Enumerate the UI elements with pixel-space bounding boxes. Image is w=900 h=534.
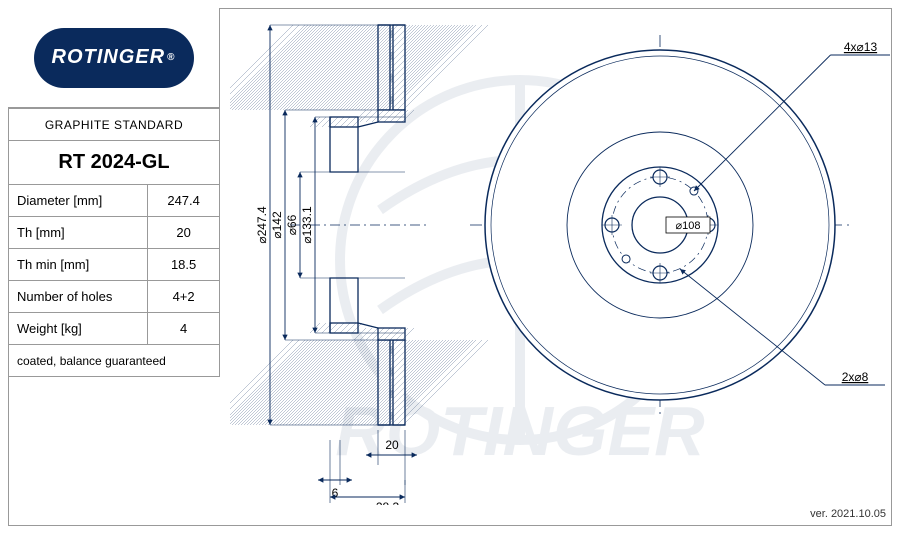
spec-value: 18.5	[148, 249, 220, 281]
table-row: Diameter [mm]247.4	[9, 185, 220, 217]
table-row: RT 2024-GL	[9, 141, 220, 185]
spec-value: 247.4	[148, 185, 220, 217]
table-footer: coated, balance guaranteed	[9, 345, 220, 377]
spec-label: Diameter [mm]	[9, 185, 148, 217]
technical-drawing: ⌀247.4⌀142⌀66⌀133.1 6 20 28.3 ⌀108 4x⌀13 2x⌀8	[230, 15, 890, 505]
logo-text: ROTINGER	[52, 46, 166, 69]
table-row: Weight [kg]4	[9, 313, 220, 345]
spec-value: 4+2	[148, 281, 220, 313]
spec-label: Th min [mm]	[9, 249, 148, 281]
version-label: ver. 2021.10.05	[810, 508, 886, 520]
spec-value: 20	[148, 217, 220, 249]
logo-reg: ®	[167, 52, 175, 63]
svg-text:28.3: 28.3	[376, 500, 400, 505]
spec-label: Th [mm]	[9, 217, 148, 249]
svg-text:2x⌀8: 2x⌀8	[842, 370, 869, 384]
svg-text:⌀108: ⌀108	[676, 220, 701, 232]
spec-label: Number of holes	[9, 281, 148, 313]
svg-text:⌀133.1: ⌀133.1	[300, 206, 314, 244]
logo-box: ROTINGER®	[8, 8, 220, 108]
svg-text:20: 20	[385, 438, 399, 452]
spec-label: Weight [kg]	[9, 313, 148, 345]
svg-text:4x⌀13: 4x⌀13	[844, 40, 878, 54]
svg-text:⌀66: ⌀66	[285, 214, 299, 235]
table-row: Th min [mm]18.5	[9, 249, 220, 281]
svg-text:6: 6	[332, 486, 339, 500]
spec-table: GRAPHITE STANDARD RT 2024-GL Diameter [m…	[8, 108, 220, 377]
table-row: Number of holes4+2	[9, 281, 220, 313]
svg-text:⌀142: ⌀142	[270, 211, 284, 239]
table-row: GRAPHITE STANDARD	[9, 109, 220, 141]
front-view: ⌀108 4x⌀13 2x⌀8	[470, 35, 890, 415]
svg-text:⌀247.4: ⌀247.4	[255, 206, 269, 244]
side-view: ⌀247.4⌀142⌀66⌀133.1 6 20 28.3	[230, 25, 488, 505]
rotinger-logo: ROTINGER®	[34, 28, 194, 88]
table-row: Th [mm]20	[9, 217, 220, 249]
spec-value: 4	[148, 313, 220, 345]
table-header: GRAPHITE STANDARD	[9, 109, 220, 141]
table-row: coated, balance guaranteed	[9, 345, 220, 377]
part-number: RT 2024-GL	[9, 141, 220, 185]
